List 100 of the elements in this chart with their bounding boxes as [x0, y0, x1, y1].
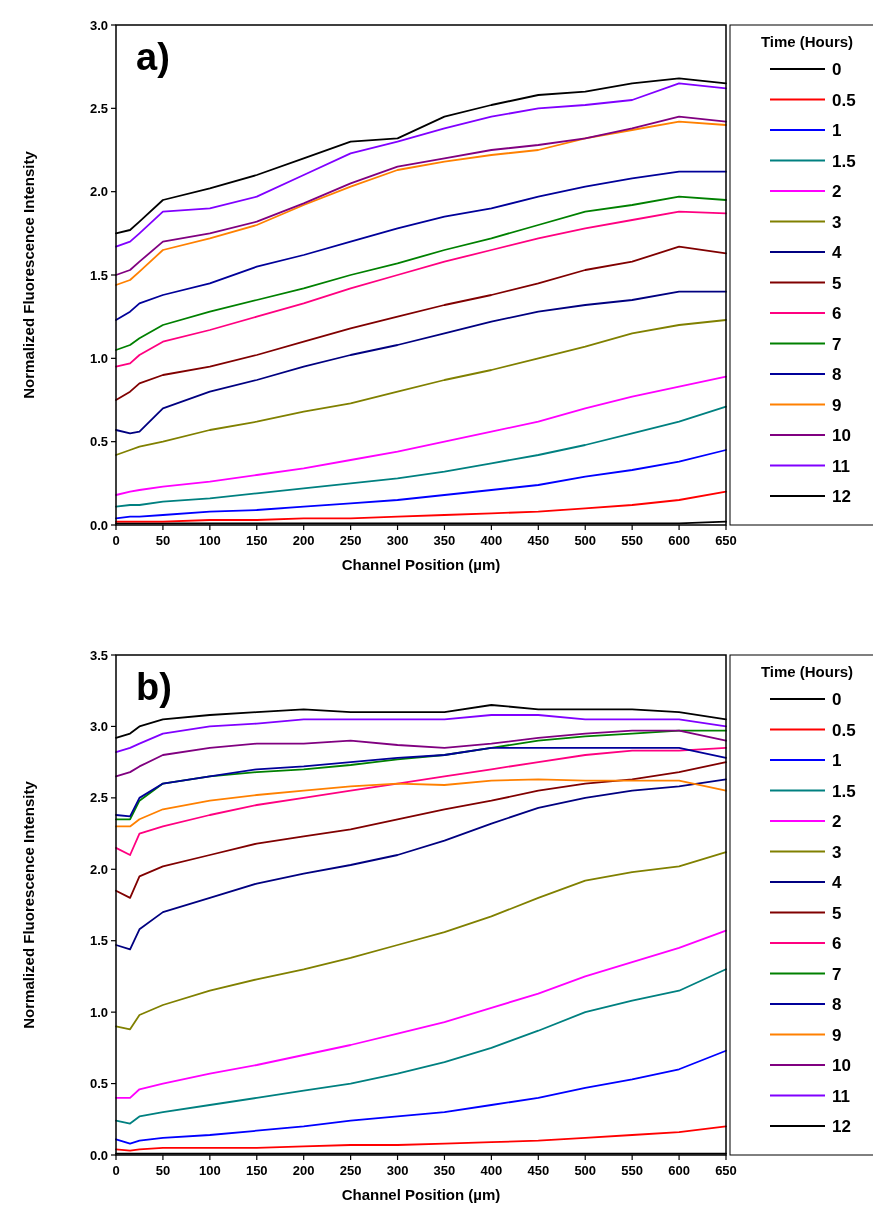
legend-label: 6	[832, 934, 842, 953]
legend-label: 4	[832, 243, 842, 262]
y-axis-title: Normalized Fluorescence Intensity	[20, 780, 37, 1029]
x-tick-label: 500	[574, 533, 597, 548]
line-series	[115, 1049, 727, 1145]
x-tick-label: 650	[715, 1163, 737, 1178]
legend-label: 2	[832, 812, 842, 831]
legend-label: 10	[832, 1056, 851, 1075]
y-tick-label: 3.5	[89, 647, 108, 663]
legend-label: 9	[832, 1025, 842, 1045]
line-series	[115, 375, 727, 496]
line-series	[115, 729, 727, 778]
legend-title: Time (Hours)	[760, 33, 854, 50]
legend-label: 9	[832, 395, 842, 415]
legend-label: 8	[832, 995, 842, 1014]
legend-label: 5	[832, 273, 842, 293]
y-tick-label: 3.0	[89, 718, 108, 734]
x-tick-label: 450	[527, 1163, 550, 1178]
x-tick-label: 600	[668, 1163, 690, 1178]
line-series	[115, 851, 727, 1031]
x-tick-label: 300	[386, 1163, 409, 1178]
x-tick-label: 350	[433, 533, 456, 548]
x-tick-label: 200	[292, 533, 315, 548]
line-series	[115, 210, 727, 368]
legend-label: 12	[832, 487, 851, 506]
x-tick-label: 550	[621, 533, 644, 548]
x-tick-label: 400	[480, 1163, 503, 1178]
legend-label: 1	[832, 751, 842, 770]
annotation: b)	[136, 666, 172, 708]
legend-title: Time (Hours)	[760, 663, 854, 680]
x-tick-label: 550	[621, 1163, 644, 1178]
x-tick-label: 600	[668, 533, 690, 548]
legend-label: 0.5	[832, 720, 856, 740]
legend-label: 1.5	[832, 151, 856, 171]
x-tick-label: 50	[155, 533, 171, 548]
line-series	[115, 714, 727, 754]
line-series	[115, 290, 727, 435]
line-series	[115, 170, 727, 321]
x-tick-label: 100	[198, 533, 221, 548]
x-tick-label: 0	[112, 533, 120, 548]
legend-label: 7	[832, 964, 842, 984]
legend-label: 7	[832, 334, 842, 354]
x-tick-label: 650	[715, 533, 737, 548]
line-series	[115, 195, 727, 351]
line-series	[115, 319, 727, 456]
legend-label: 1.5	[832, 781, 856, 801]
y-tick-label: 1.0	[89, 350, 108, 366]
legend-label: 10	[832, 426, 851, 445]
line-series	[115, 449, 727, 520]
x-tick-label: 300	[386, 533, 409, 548]
line-series	[115, 929, 727, 1099]
line-series	[115, 761, 727, 899]
legend-label: 0	[832, 690, 842, 709]
y-tick-label: 2.0	[89, 861, 108, 877]
legend-label: 0.5	[832, 90, 856, 110]
legend-label: 11	[832, 456, 850, 476]
y-tick-label: 2.0	[89, 184, 108, 200]
line-series	[115, 245, 727, 401]
x-tick-label: 150	[245, 533, 268, 548]
y-tick-label: 1.5	[89, 933, 108, 949]
y-tick-label: 2.5	[89, 100, 108, 116]
x-axis-title: Channel Position (µm)	[341, 556, 501, 573]
legend-label: 6	[832, 304, 842, 323]
x-tick-label: 100	[198, 1163, 221, 1178]
line-series	[115, 405, 727, 508]
line-series	[115, 778, 727, 828]
legend-label: 5	[832, 903, 842, 923]
y-tick-label: 0.0	[89, 517, 108, 533]
legend-label: 3	[832, 842, 842, 862]
legend-label: 11	[832, 1086, 850, 1106]
x-tick-label: 250	[339, 1163, 362, 1178]
legend-label: 8	[832, 365, 842, 384]
legend-label: 2	[832, 182, 842, 201]
y-tick-label: 1.0	[89, 1004, 108, 1020]
line-series	[115, 746, 727, 856]
x-tick-label: 450	[527, 533, 550, 548]
y-axis-title: Normalized Fluorescence Intensity	[20, 150, 37, 399]
legend-label: 12	[832, 1117, 851, 1136]
x-tick-label: 50	[155, 1163, 171, 1178]
x-tick-label: 250	[339, 533, 362, 548]
x-axis-title: Channel Position (µm)	[341, 1186, 501, 1203]
y-tick-label: 1.5	[89, 267, 108, 283]
y-tick-label: 0.0	[89, 1147, 108, 1163]
x-tick-label: 350	[433, 1163, 456, 1178]
legend-label: 3	[832, 212, 842, 232]
y-tick-label: 2.5	[89, 790, 108, 806]
annotation: a)	[136, 36, 170, 78]
legend-label: 0	[832, 60, 842, 79]
y-tick-label: 3.0	[89, 17, 108, 33]
x-tick-label: 150	[245, 1163, 268, 1178]
x-tick-label: 0	[112, 1163, 120, 1178]
x-tick-label: 400	[480, 533, 503, 548]
y-tick-label: 0.5	[89, 1076, 108, 1092]
legend-label: 4	[832, 873, 842, 892]
line-series	[115, 746, 727, 818]
line-series	[115, 778, 727, 951]
line-series	[115, 968, 727, 1125]
x-tick-label: 200	[292, 1163, 315, 1178]
x-tick-label: 500	[574, 1163, 597, 1178]
y-tick-label: 0.5	[89, 434, 108, 450]
